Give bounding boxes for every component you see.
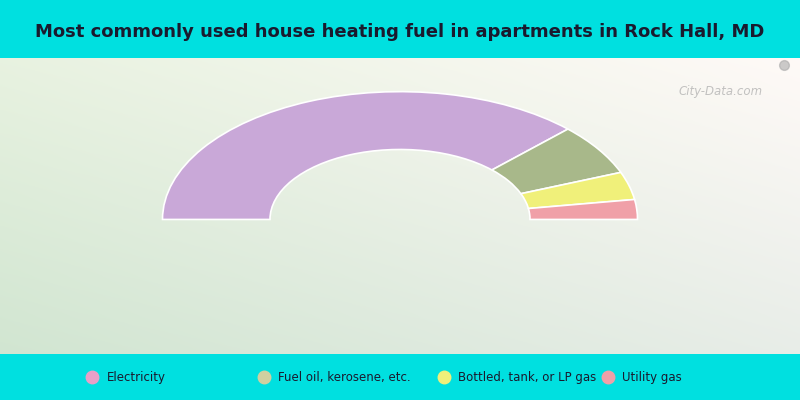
- Text: City-Data.com: City-Data.com: [678, 85, 762, 98]
- Wedge shape: [162, 92, 568, 220]
- Wedge shape: [521, 172, 634, 208]
- Wedge shape: [492, 129, 621, 194]
- Text: Utility gas: Utility gas: [622, 370, 682, 384]
- Wedge shape: [528, 200, 638, 220]
- Text: Electricity: Electricity: [106, 370, 166, 384]
- Text: Fuel oil, kerosene, etc.: Fuel oil, kerosene, etc.: [278, 370, 411, 384]
- Text: Most commonly used house heating fuel in apartments in Rock Hall, MD: Most commonly used house heating fuel in…: [35, 23, 765, 41]
- Text: Bottled, tank, or LP gas: Bottled, tank, or LP gas: [458, 370, 597, 384]
